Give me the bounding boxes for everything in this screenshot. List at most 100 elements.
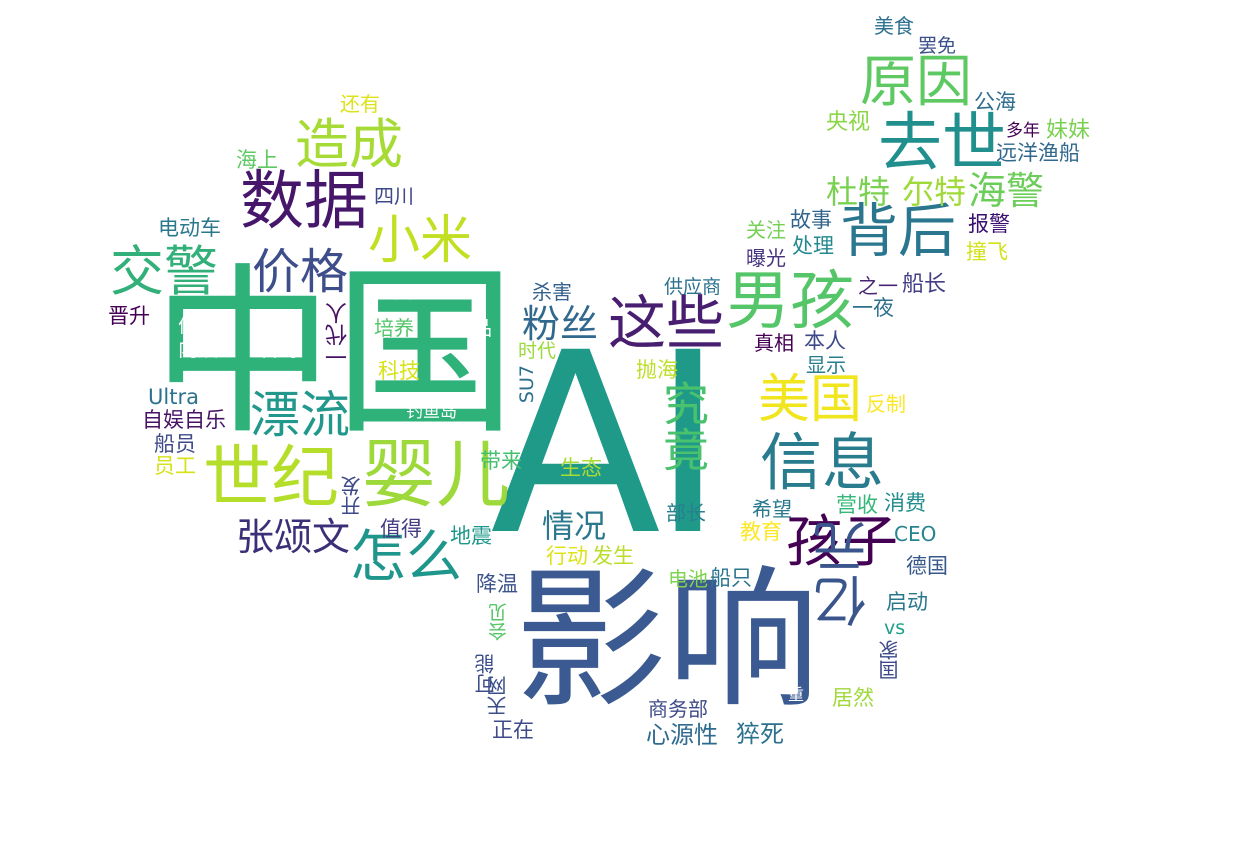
word-zhongguo: 中国: [152, 247, 516, 459]
word-duonian: 多年: [1006, 121, 1040, 141]
word-diaoyudao: 钓鱼岛: [406, 402, 457, 422]
word-guanzhu: 关注: [746, 218, 786, 242]
word-zhenxiang: 真相: [754, 331, 794, 355]
word-kaifa: 开发: [340, 476, 364, 516]
word-yanzhong: 严重: [772, 685, 805, 704]
word-zhongfang: 中方: [800, 498, 836, 519]
word-haishang: 海上: [236, 148, 278, 172]
word-ultra: Ultra: [148, 385, 199, 409]
word-zhengzai: 正在: [492, 718, 534, 742]
word-jiqiren: 机器人: [392, 283, 441, 302]
word-zhexie: 这些: [608, 289, 725, 357]
word-yuangong: 员工: [154, 454, 196, 478]
word-yiyuan: 亿元: [813, 520, 876, 628]
word-shahai: 杀害: [532, 280, 572, 304]
word-youshi: 优势: [178, 315, 217, 337]
word-dailai: 带来: [480, 449, 522, 473]
word-shiji: 世纪: [203, 439, 340, 518]
word-neiyu: 内娱: [178, 337, 218, 361]
word-peiyang: 培养: [374, 316, 414, 340]
word-sichuan: 四川: [374, 184, 414, 208]
word-ceo: CEO: [894, 522, 937, 546]
word-yingxiang: 影响: [515, 552, 819, 729]
word-yangshi: 央视: [826, 110, 871, 135]
word-gonghai: 公海: [974, 90, 1016, 114]
word-taiwan: 台湾: [260, 339, 299, 361]
word-zhide: 值得: [380, 517, 422, 541]
word-shangwubu: 商务部: [648, 697, 708, 721]
word-xiaofei: 消费: [884, 491, 926, 515]
word-qushi: 去世: [878, 107, 1006, 181]
word-gongyingshang: 供应商: [664, 276, 722, 298]
word-xiwang: 希望: [752, 497, 792, 521]
word-xingdong: 行动: [546, 544, 588, 568]
word-muqin: 母亲: [748, 600, 781, 619]
word-meimei: 妹妹: [1046, 118, 1091, 143]
word-su7: SU7: [516, 365, 538, 404]
word-yingshou: 营收: [836, 493, 878, 517]
word-deguo: 德国: [906, 554, 948, 578]
word-gushi: 故事: [790, 208, 832, 232]
word-fasheng: 发生: [592, 544, 634, 568]
word-qingkuang: 情况: [542, 507, 607, 545]
word-ziyuzile: 自娱自乐: [142, 408, 226, 432]
word-zenme: 怎么: [350, 525, 462, 590]
word-juran: 居然: [832, 686, 874, 710]
word-xianshi: 显示: [806, 353, 846, 377]
word-tianwang: 天网: [486, 676, 510, 716]
word-dizhen: 地震: [450, 524, 492, 548]
word-jiangwen: 降温: [476, 572, 518, 596]
word-jiage: 价格: [252, 244, 349, 300]
word-nanhai: 男孩: [726, 265, 854, 339]
word-huijian: 会见: [488, 603, 510, 641]
word-zaocheng: 造成: [295, 113, 403, 176]
word-haiyou: 还有: [340, 92, 380, 116]
word-chanpin: 产品: [452, 316, 492, 340]
word-guojia: 国家: [878, 640, 902, 680]
word-keji: 科技: [378, 359, 420, 383]
word-beihou: 背后: [840, 197, 957, 265]
word-yuanyangyuchuan: 远洋渔船: [996, 141, 1080, 165]
word-dute: 杜特: [826, 173, 891, 211]
word-zhiyi: 之一: [858, 274, 898, 298]
word-yidairen: 一代人: [326, 302, 351, 368]
word-ai: AI: [490, 299, 725, 590]
word-chuanzhang: 船长: [902, 272, 947, 297]
word-chuanzhi: 船只: [710, 566, 752, 590]
word-erte: 尔特: [902, 173, 967, 211]
word-haizi: 孩子: [786, 510, 898, 575]
word-piaoliu: 漂流: [250, 386, 350, 444]
word-qidong: 启动: [886, 590, 928, 614]
word-xiaomi: 小米: [368, 211, 473, 271]
word-yiye: 一夜: [852, 296, 894, 320]
word-fanzhi: 反制: [866, 392, 906, 416]
word-yuanyin: 原因: [860, 50, 972, 115]
word-nvhai: 女孩: [252, 315, 297, 340]
word-vs: vs: [884, 617, 906, 639]
word-diandongche: 电动车: [158, 216, 221, 240]
word-shengtai: 生态: [560, 456, 602, 480]
word-jiujing: 究竟: [656, 380, 710, 472]
word-jiaoyu: 教育: [740, 520, 782, 544]
word-dianchi: 电池: [668, 567, 708, 591]
word-shuju: 数据: [240, 165, 368, 239]
word-baoguang: 曝光: [746, 246, 786, 270]
word-chuanyuan: 船员: [154, 432, 196, 456]
word-cusi: 猝死: [736, 720, 784, 748]
word-zhuangfei: 撞飞: [966, 240, 1008, 264]
word-buzhang: 部长: [666, 501, 706, 525]
word-yinger: 婴儿: [362, 432, 510, 518]
word-xinxi: 信息: [760, 426, 885, 499]
word-meiguo: 美国: [758, 370, 863, 430]
word-jinsheng: 晋升: [108, 304, 150, 328]
word-bamian: 罢免: [918, 35, 957, 57]
word-xinyuanxing: 心源性: [646, 721, 718, 749]
word-jiaojing: 交警: [110, 240, 218, 303]
word-zhangsongwen: 张颂文: [236, 515, 351, 559]
word-haijing: 海警: [968, 169, 1045, 213]
word-benren: 本人: [804, 329, 846, 353]
word-baojing: 报警: [968, 212, 1010, 236]
word-shidai: 时代: [518, 340, 557, 362]
word-paohai: 抛海: [636, 358, 678, 382]
